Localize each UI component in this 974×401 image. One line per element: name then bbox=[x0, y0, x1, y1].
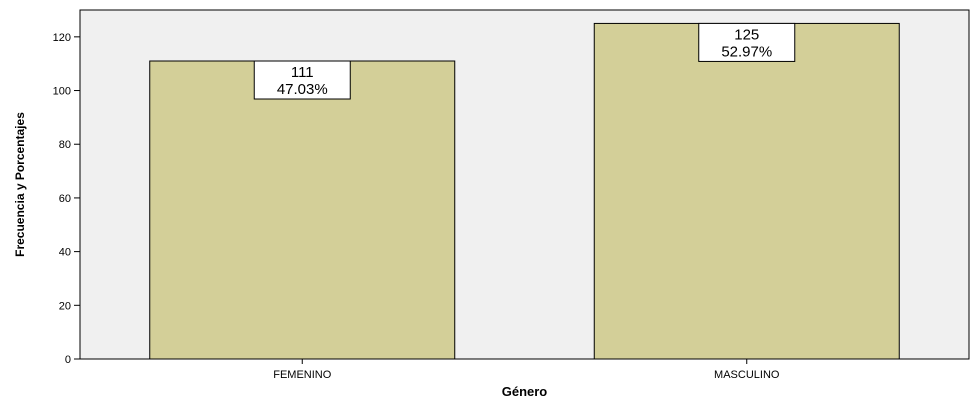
x-tick-label-masculino: MASCULINO bbox=[714, 369, 780, 381]
y-tick-label-0: 0 bbox=[65, 354, 71, 366]
y-tick-label-100: 100 bbox=[53, 86, 71, 98]
y-tick-label-80: 80 bbox=[59, 139, 71, 151]
y-tick-label-120: 120 bbox=[53, 32, 71, 44]
x-tick-label-femenino: FEMENINO bbox=[273, 369, 332, 381]
y-tick-label-60: 60 bbox=[59, 193, 71, 205]
y-axis-title: Frecuencia y Porcentajes bbox=[13, 112, 27, 257]
data-label-box-masculino bbox=[698, 22, 796, 62]
bar-femenino bbox=[149, 60, 456, 360]
data-label-percent-femenino: 47.03% bbox=[277, 81, 328, 98]
y-tick-label-20: 20 bbox=[59, 300, 71, 312]
data-label-percent-masculino: 52.97% bbox=[721, 43, 772, 60]
x-axis-title: Género bbox=[502, 384, 548, 399]
bar-masculino bbox=[593, 22, 900, 360]
data-label-count-femenino: 111 bbox=[291, 64, 314, 81]
data-label-box-femenino bbox=[253, 60, 351, 100]
axis-layer: FEMENINO MASCULINO 0 20 40 60 80 100 120 bbox=[53, 32, 780, 381]
data-label-count-masculino: 125 bbox=[734, 26, 759, 43]
y-tick-label-40: 40 bbox=[59, 247, 71, 259]
